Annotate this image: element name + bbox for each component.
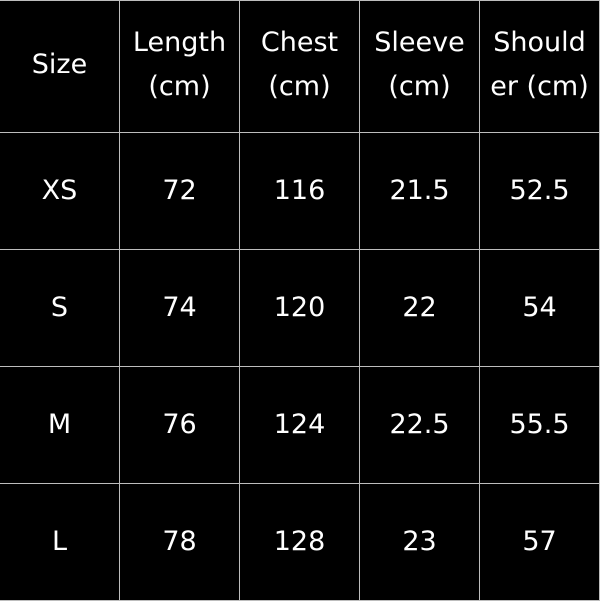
cell-shoulder: 57 <box>479 483 600 601</box>
cell-size: L <box>0 483 120 601</box>
cell-chest: 120 <box>239 249 360 367</box>
cell-sleeve: 22 <box>359 249 480 367</box>
header-shoulder-line1: Should <box>493 27 586 59</box>
cell-sleeve: 23 <box>359 483 480 601</box>
header-chest: Chest (cm) <box>239 0 360 133</box>
cell-size: S <box>0 249 120 367</box>
cell-length: 72 <box>119 132 240 250</box>
cell-length: 74 <box>119 249 240 367</box>
header-size: Size <box>0 0 120 133</box>
header-chest-line1: Chest <box>260 27 339 59</box>
header-sleeve-line2: (cm) <box>388 70 451 102</box>
cell-shoulder: 52.5 <box>479 132 600 250</box>
cell-chest: 116 <box>239 132 360 250</box>
cell-size: XS <box>0 132 120 250</box>
header-chest-line2: (cm) <box>268 70 331 102</box>
header-size-label: Size <box>31 48 88 80</box>
header-length-line1: Length <box>132 27 227 59</box>
table-row: M 76 124 22.5 55.5 <box>0 366 600 484</box>
table-row: L 78 128 23 57 <box>0 483 600 601</box>
cell-size: M <box>0 366 120 484</box>
cell-chest: 124 <box>239 366 360 484</box>
cell-sleeve: 21.5 <box>359 132 480 250</box>
header-row: Size Length (cm) Chest (cm) Sleeve (cm) Sho… <box>0 0 600 133</box>
header-length-line2: (cm) <box>148 70 211 102</box>
cell-length: 78 <box>119 483 240 601</box>
table-row: XS 72 116 21.5 52.5 <box>0 132 600 250</box>
header-shoulder: Should er (cm) <box>479 0 600 133</box>
table-row: S 74 120 22 54 <box>0 249 600 367</box>
cell-shoulder: 54 <box>479 249 600 367</box>
header-shoulder-line2: er (cm) <box>490 70 589 102</box>
header-sleeve-line1: Sleeve <box>374 27 465 59</box>
header-length: Length (cm) <box>119 0 240 133</box>
cell-length: 76 <box>119 366 240 484</box>
cell-chest: 128 <box>239 483 360 601</box>
header-sleeve: Sleeve (cm) <box>359 0 480 133</box>
cell-sleeve: 22.5 <box>359 366 480 484</box>
cell-shoulder: 55.5 <box>479 366 600 484</box>
